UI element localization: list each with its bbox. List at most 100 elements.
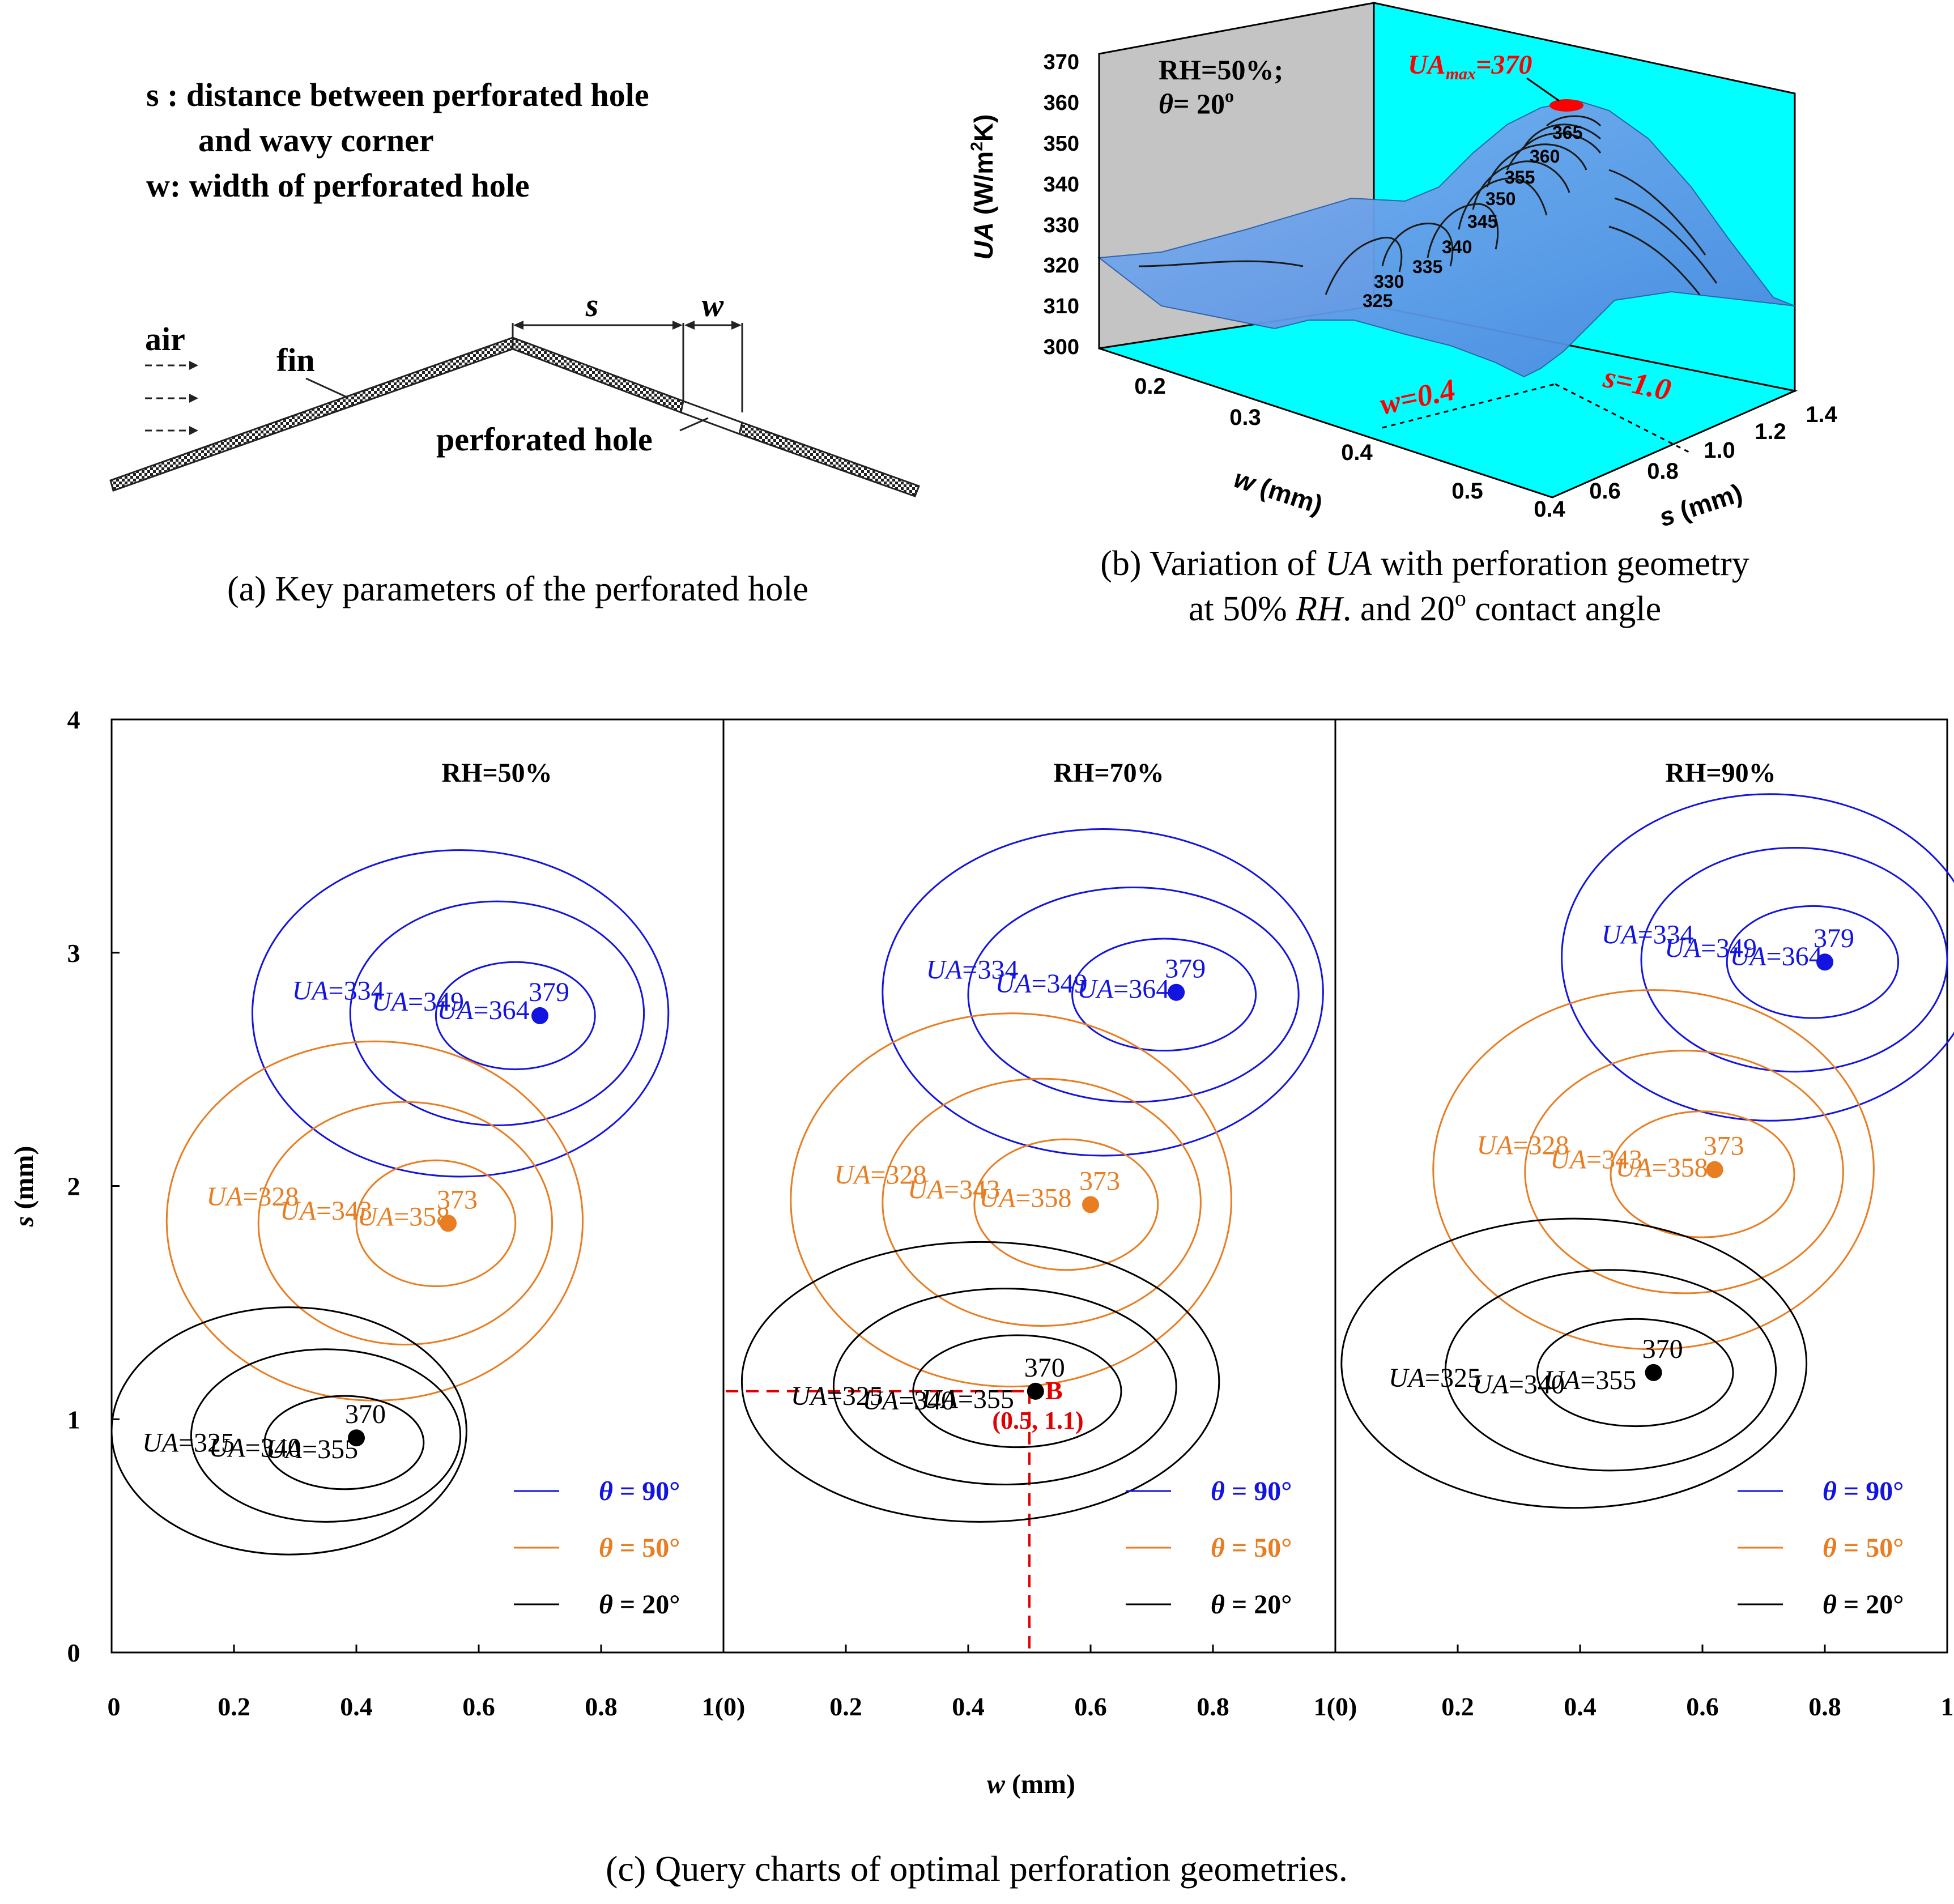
w-tick-0.2: 0.2 [1134,374,1166,399]
contour-ellipse [832,1288,1177,1486]
svg-text:360: 360 [1530,146,1560,167]
legend-entry-label: θ = 90° [1211,1476,1292,1506]
y-tick-label: 0 [67,1638,80,1667]
contour-panels: 0 0.2 0.4 0.6 0.8 1(0) RH=50% UA=334UA=349UA=36… [108,758,1954,1721]
contour-panel-2: 0.2 0.4 0.6 0.8 1(0) RH=70% UA=334UA=349UA=364… [726,758,1357,1721]
ua-max-leader [1526,77,1560,102]
optimum-point [1645,1364,1662,1381]
contour-ellipse [263,1395,425,1490]
panel-title: RH=50% [441,758,552,788]
x-tick-label: 0.8 [1197,1692,1229,1721]
x-axis-label: w (mm) [987,1769,1075,1799]
contour-label: UA=334 [926,955,1018,985]
z-tick-340: 340 [1044,173,1079,197]
legend-entry-label: θ = 20° [599,1590,680,1620]
legend-entry-label: θ = 20° [1211,1590,1292,1620]
legend: θ = 90° θ = 50° θ = 20° [1738,1476,1904,1620]
air-label: air [145,321,185,357]
panel-c: 0 1 2 3 4 s (mm) 0 0.2 0.4 0.6 0.8 1(0) RH=50% UA=3… [9,705,1954,1889]
w-axis-ticks: 0.2 0.3 0.4 0.5 [1134,374,1483,504]
w-axis-label: w (mm) [1231,463,1326,519]
surface-contours [1138,115,1718,295]
optimum-value: 370 [1024,1353,1065,1383]
fin-label: fin [276,342,315,378]
s-axis-label: s (mm) [1655,478,1746,532]
dimension-lines [512,323,743,412]
fin-leader [305,377,346,398]
contour-label: UA=340 [862,1386,955,1416]
w-tick-0.3: 0.3 [1229,405,1261,430]
contour-ellipse [973,1138,1159,1271]
contour-ellipse [1071,938,1257,1052]
contour-label: UA=358 [979,1183,1071,1213]
condition-line1: RH=50%; [1159,54,1283,86]
x-tick-label: 0.4 [1564,1692,1597,1721]
contour-label: UA=355 [1544,1365,1636,1395]
x-tick-label: 0.4 [952,1692,985,1721]
caption-a: (a) Key parameters of the perforated hol… [227,570,808,608]
contour-label: UA=334 [1602,920,1694,950]
optimum-value: 373 [1704,1131,1744,1161]
s-tick-0.4: 0.4 [1534,497,1565,522]
ua-max-label: UAmax=370 [1408,50,1532,83]
x-tick-label: 0.2 [829,1692,862,1721]
z-axis-label: UA (W/m2K) [968,114,998,260]
contour-label: UA=328 [1476,1130,1569,1160]
fin-right-upper [512,336,684,414]
z-tick-320: 320 [1044,254,1079,278]
s-tick-0.6: 0.6 [1589,479,1621,504]
legend-entry-label: θ = 50° [1823,1533,1904,1563]
x-tick-label: 1(0) [1314,1692,1357,1721]
air-arrowheads [189,361,198,435]
caption-b-line1: (b) Variation of UA with perforation geo… [1100,544,1749,583]
contour-ellipse [1561,793,1954,1122]
contour-ellipse [355,1159,517,1288]
perforated-hole [680,399,743,435]
x-tick-label: 0.8 [585,1692,618,1721]
svg-text:340: 340 [1442,237,1472,257]
s-tick-1.4: 1.4 [1806,402,1837,427]
optimum-value: 379 [529,977,569,1007]
point-b-label: B [1045,1376,1063,1405]
optimum-value: 379 [1165,954,1206,984]
s-tick-1.2: 1.2 [1755,419,1786,444]
contour-ellipse [257,1101,554,1345]
legend-entry-label: θ = 90° [599,1476,680,1506]
optimum-point [1168,983,1185,1001]
ua-max-marker [1549,99,1583,112]
contour-label: UA=343 [1550,1144,1642,1174]
y-axis-label: s (mm) [9,1146,39,1228]
air-arrows [145,364,193,432]
x-tick-label: 0.6 [1074,1692,1107,1721]
x-tick-label: 0.4 [340,1692,373,1721]
optimum-point [440,1215,457,1232]
contour-ellipse [435,961,596,1071]
contour-ellipse [349,900,645,1126]
contour-ellipse [190,1348,462,1523]
optimum-point [1027,1382,1044,1400]
legend-line-w: w: width of perforated hole [146,167,530,204]
contour-label: UA=343 [280,1196,372,1226]
x-tick-label: 0.6 [1686,1692,1719,1721]
optimum-value: 370 [1642,1334,1683,1364]
contour-label: UA=364 [1730,942,1823,972]
contour-label: UA=358 [357,1202,450,1232]
x-tick-label: 1 [1941,1692,1954,1721]
contour-ellipse [110,1306,467,1556]
contour-label: UA=343 [908,1174,1000,1204]
optimum-point [1706,1161,1723,1178]
caption-b-line2: at 50% RH. and 20o contact angle [1189,585,1661,628]
legend: θ = 90° θ = 50° θ = 20° [1126,1476,1292,1620]
svg-text:330: 330 [1374,271,1404,292]
svg-text:355: 355 [1505,167,1535,188]
svg-text:350: 350 [1485,189,1515,209]
contour-ellipse [165,1040,584,1402]
y-tick-label: 3 [67,939,80,968]
s-axis-ticks: 0.4 0.6 0.8 1.0 1.2 1.4 [1534,402,1837,522]
s-tick-0.8: 0.8 [1647,459,1679,484]
dimension-arrowheads [513,321,742,330]
